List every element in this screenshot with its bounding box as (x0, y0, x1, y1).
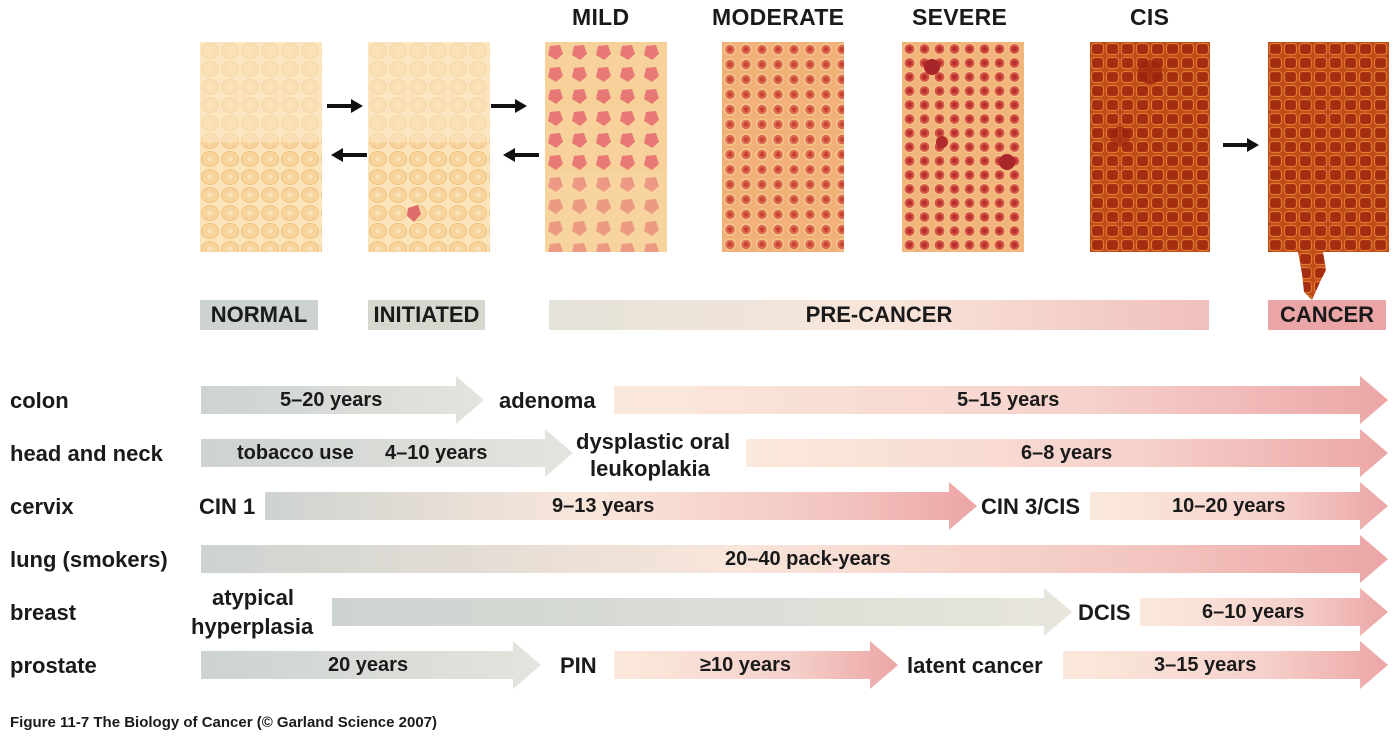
row-label-head-neck: head and neck (10, 441, 163, 466)
lung-interval-1: 20–40 pack-years (725, 548, 891, 570)
row-label-breast: breast (10, 600, 77, 625)
tissue-severe (902, 42, 1024, 252)
arrow-left-icon (503, 148, 539, 162)
prostate-interval-2: ≥10 years (700, 654, 792, 676)
breast-interval-2: 6–10 years (1202, 601, 1305, 623)
cervix-interval-2: 10–20 years (1172, 495, 1286, 517)
tissue-normal (200, 42, 322, 252)
band-cancer: CANCER (1268, 300, 1386, 330)
prostate-stage-pin: PIN (560, 653, 597, 678)
initiated-cell (407, 205, 421, 222)
arrow-right-icon (491, 99, 527, 113)
colon-interval-1: 5–20 years (280, 389, 383, 411)
stage-label-moderate: MODERATE (712, 4, 845, 30)
colon-interval-2: 5–15 years (957, 389, 1060, 411)
tissue-moderate (722, 42, 844, 252)
band-precancer: PRE-CANCER (549, 300, 1209, 330)
row-label-colon: colon (10, 388, 69, 413)
band-normal: NORMAL (200, 300, 318, 330)
arrow-breast-1 (332, 588, 1072, 636)
row-label-lung: lung (smokers) (10, 547, 168, 572)
colon-stage-adenoma: adenoma (499, 388, 596, 413)
headneck-interval-2: 6–8 years (1021, 442, 1113, 464)
band-initiated: INITIATED (368, 300, 485, 330)
tissue-cancer (1268, 42, 1389, 300)
breast-stage-dcis: DCIS (1078, 600, 1131, 625)
cervix-interval-1: 9–13 years (552, 495, 655, 517)
prostate-stage-latent: latent cancer (907, 653, 1043, 678)
figure-caption: Figure 11-7 The Biology of Cancer (© Gar… (10, 714, 438, 731)
arrow-left-icon (331, 148, 367, 162)
headneck-cause: tobacco use (237, 442, 354, 464)
cervix-stage-mid: CIN 3/CIS (981, 494, 1081, 519)
tissue-cis (1090, 42, 1210, 252)
prostate-interval-1: 20 years (328, 654, 409, 676)
cervix-stage-start: CIN 1 (199, 494, 256, 519)
breast-stage-start-line1: atypical (212, 585, 294, 610)
headneck-interval-1: 4–10 years (385, 442, 488, 464)
row-label-cervix: cervix (10, 494, 74, 519)
tissue-mild (545, 42, 667, 252)
tissue-initiated (368, 42, 490, 252)
headneck-stage-line2: leukoplakia (590, 456, 710, 481)
arrow-right-icon (1223, 138, 1259, 152)
stage-label-cis: CIS (1130, 4, 1170, 30)
breast-stage-start-line2: hyperplasia (191, 614, 314, 639)
headneck-stage-line1: dysplastic oral (576, 429, 731, 454)
prostate-interval-3: 3–15 years (1154, 654, 1257, 676)
stage-label-severe: SEVERE (912, 4, 1008, 30)
arrow-right-icon (327, 99, 363, 113)
row-label-prostate: prostate (10, 653, 97, 678)
stage-label-mild: MILD (572, 4, 630, 30)
